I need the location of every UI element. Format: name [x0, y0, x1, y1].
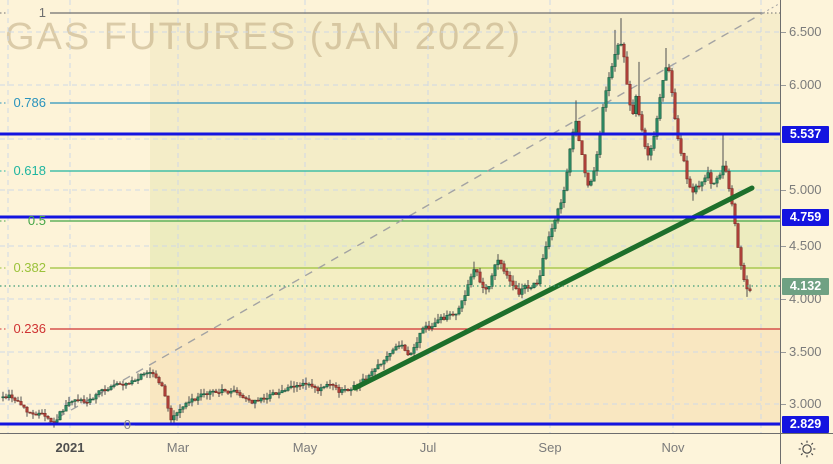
time-axis-label-may: May [292, 440, 318, 455]
price-axis-label: 4.500 [789, 238, 822, 253]
price-axis-label: 3.000 [789, 396, 822, 411]
last-price-badge[interactable]: 4.132 [782, 278, 829, 295]
alert-line-price-badge[interactable]: 4.759 [782, 209, 829, 226]
price-axis-label: 6.000 [789, 77, 822, 92]
axis-settings-corner [781, 434, 833, 464]
fib-zone-0.236 [150, 329, 780, 425]
time-axis-label-sep: Sep [538, 440, 562, 455]
price-axis-tick [781, 299, 786, 300]
time-axis-label-mar: Mar [166, 440, 190, 455]
candlestick-series [1, 18, 752, 428]
alert-line-price-badge[interactable]: 2.829 [782, 416, 829, 433]
price-axis-tick [781, 404, 786, 405]
dashed-trendline-layer[interactable] [44, 2, 782, 426]
time-axis[interactable]: 2021 Mar May Jul Sep Nov [0, 434, 780, 464]
price-axis-tick [781, 85, 786, 86]
price-axis[interactable]: 6.500 6.000 5.000 4.500 4.000 3.500 3.000 5.537… [781, 0, 833, 433]
price-scale-settings-gear-icon[interactable] [797, 439, 817, 459]
time-axis-label-2021: 2021 [55, 440, 85, 455]
support-trendline[interactable] [352, 185, 755, 391]
instrument-watermark: GAS FUTURES (JAN 2022) [5, 16, 522, 58]
time-axis-label-nov: Nov [661, 440, 685, 455]
alert-line-price-badge[interactable]: 5.537 [782, 126, 829, 143]
price-axis-tick [781, 352, 786, 353]
price-axis-border [780, 0, 781, 464]
price-axis-label: 3.500 [789, 344, 822, 359]
trendline-layer[interactable] [352, 185, 755, 391]
fib-zone-0.5 [150, 221, 780, 268]
price-axis-tick [781, 246, 786, 247]
price-axis-label: 6.500 [789, 24, 822, 39]
price-axis-label: 5.000 [789, 182, 822, 197]
price-axis-tick [781, 32, 786, 33]
alert-price-lines[interactable] [0, 132, 780, 426]
fib-trendline-dashed-ext [762, 2, 782, 14]
time-axis-border [0, 433, 833, 434]
fib-zone-0.618 [150, 171, 780, 221]
fib-trendline-dashed[interactable] [44, 12, 764, 426]
time-axis-label-jul: Jul [419, 440, 437, 455]
fib-zone-1 [150, 13, 780, 103]
price-axis-tick [781, 190, 786, 191]
